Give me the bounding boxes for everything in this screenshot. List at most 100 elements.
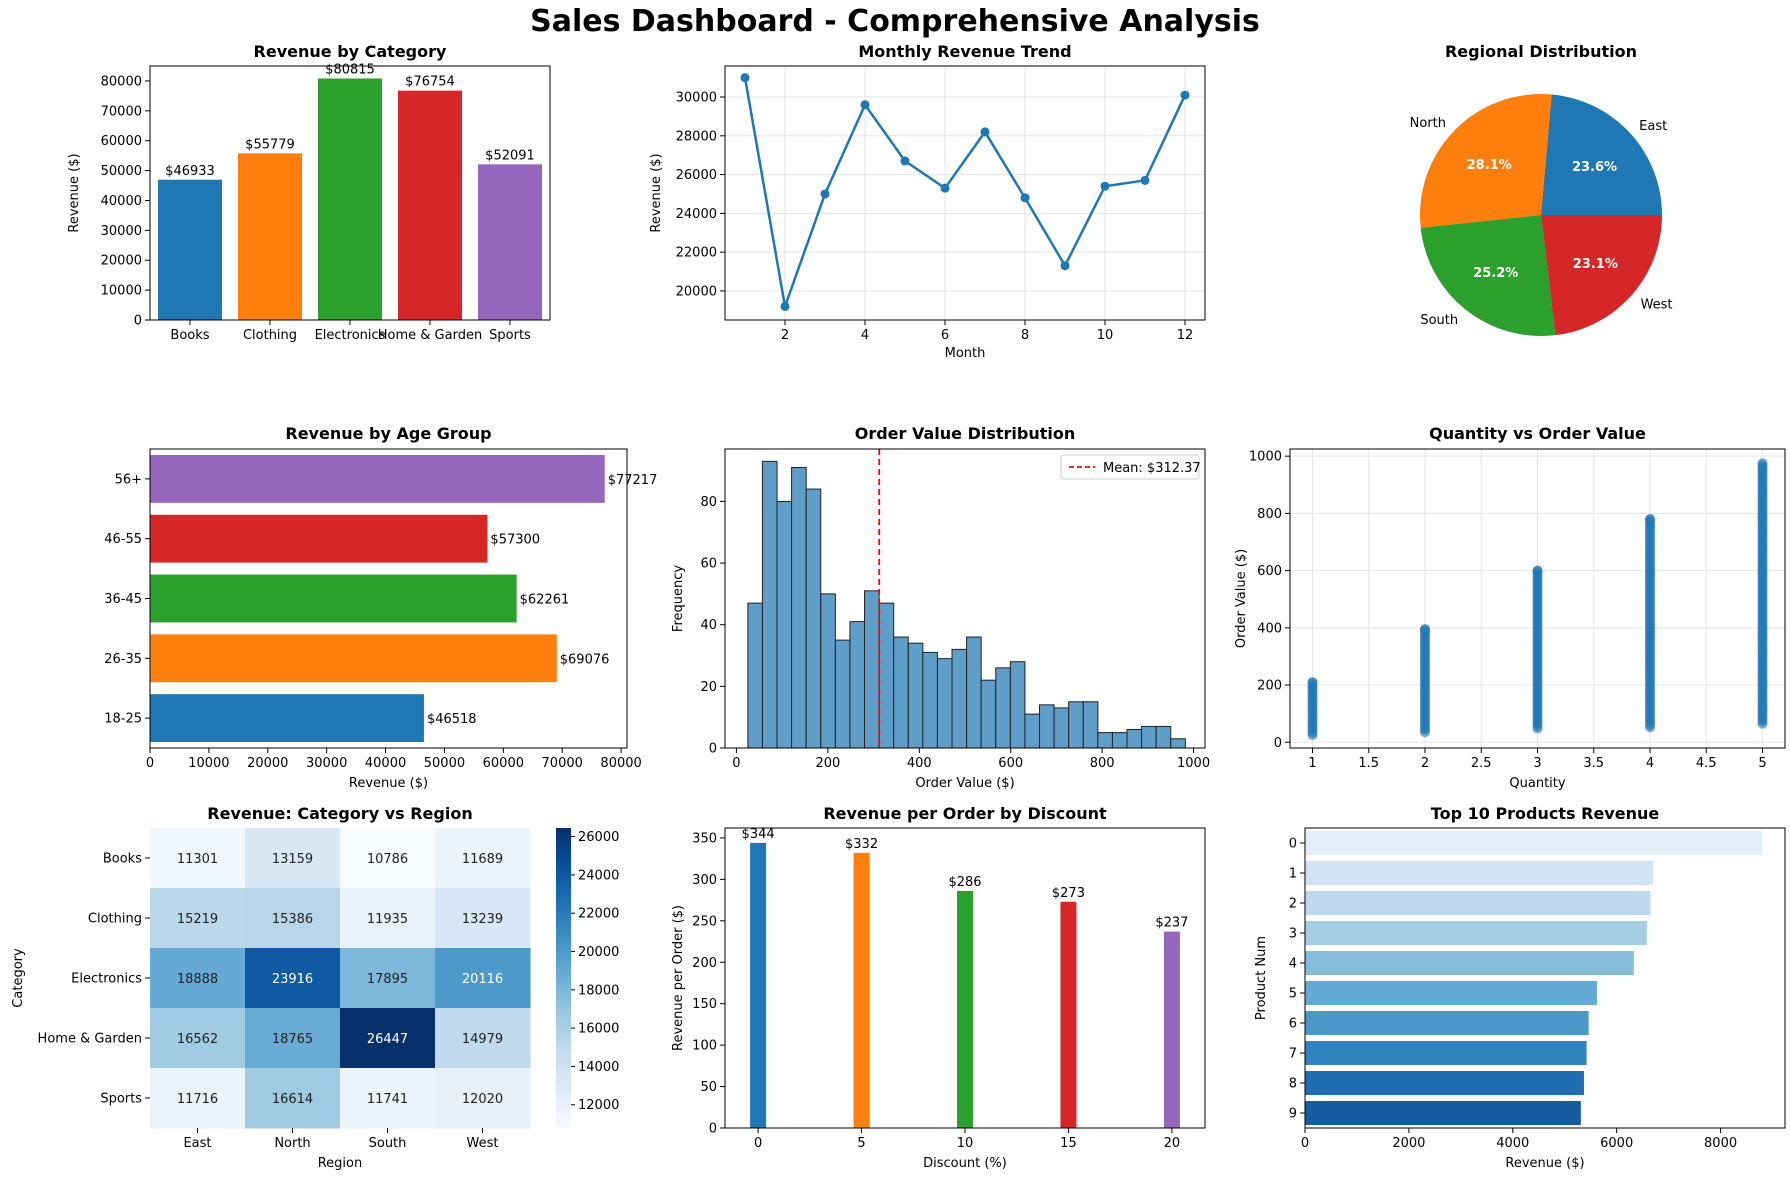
chart-title: Revenue by Category xyxy=(254,42,447,61)
x-axis-label: Month xyxy=(945,346,986,361)
x-tick-label: 600 xyxy=(998,756,1023,771)
histogram-bin xyxy=(951,648,968,749)
x-tick-label: North xyxy=(274,1136,310,1151)
bar xyxy=(150,694,424,743)
pie-percent-label: 28.1% xyxy=(1467,158,1512,173)
y-tick-label: 40000 xyxy=(101,194,142,209)
histogram-bin xyxy=(1024,713,1041,749)
heatmap-cell xyxy=(150,1068,246,1129)
y-tick-label: 50 xyxy=(700,1080,717,1095)
scatter-point xyxy=(1757,458,1768,469)
bar xyxy=(150,514,488,563)
heatmap-cell xyxy=(435,888,531,949)
legend-box xyxy=(1060,454,1200,480)
bar-value-label: $237 xyxy=(1155,916,1188,931)
x-tick-label: 0 xyxy=(1301,1136,1309,1151)
plot-frame xyxy=(724,448,1206,749)
y-axis-label: Revenue ($) xyxy=(67,153,82,232)
x-tick-label: 2.5 xyxy=(1471,756,1492,771)
x-tick-label: 4 xyxy=(1646,756,1654,771)
bar xyxy=(478,164,542,320)
x-tick-label: 2000 xyxy=(1392,1136,1425,1151)
pie-slice xyxy=(1420,94,1552,228)
heatmap-value: 11935 xyxy=(367,912,408,927)
bar xyxy=(1305,951,1634,975)
chart-title: Monthly Revenue Trend xyxy=(858,42,1071,61)
heatmap-value: 11741 xyxy=(367,1092,408,1107)
y-tick-label: 80000 xyxy=(101,74,142,89)
chart-title: Top 10 Products Revenue xyxy=(1431,804,1660,823)
trend-line xyxy=(743,77,1187,312)
bar xyxy=(1305,861,1654,885)
monthly-revenue-trend-chart: Monthly Revenue Trend 2 4 6 8 10 12 Month 20000 2… xyxy=(649,42,1206,361)
histogram-bin xyxy=(761,460,778,749)
bar xyxy=(150,634,557,683)
x-tick-label: 6000 xyxy=(1600,1136,1633,1151)
bar xyxy=(398,90,462,320)
data-point xyxy=(980,127,990,137)
heatmap-value: 15219 xyxy=(177,912,218,927)
bar xyxy=(853,852,870,1128)
y-tick-label: 2 xyxy=(1289,897,1297,912)
plot-frame xyxy=(724,827,1206,1129)
y-axis-label: Product Num xyxy=(1254,936,1269,1020)
chart-title: Revenue per Order by Discount xyxy=(823,804,1107,823)
x-tick-label: Clothing xyxy=(243,328,297,343)
bar xyxy=(150,574,517,623)
y-tick-label: 20 xyxy=(700,680,717,695)
x-tick-label: 6 xyxy=(941,328,949,343)
x-tick-label: 3 xyxy=(1533,756,1541,771)
colorbar xyxy=(556,828,571,1128)
dashboard-title: Sales Dashboard - Comprehensive Analysis xyxy=(530,4,1260,39)
colorbar-tick-label: 22000 xyxy=(578,907,619,922)
pie-category-label: West xyxy=(1641,297,1673,312)
histogram-bin xyxy=(1053,707,1070,749)
y-tick-label: 36-45 xyxy=(104,592,142,607)
colorbar-tick-label: 12000 xyxy=(578,1098,619,1113)
y-tick-label: Home & Garden xyxy=(38,1032,142,1047)
y-axis-label: Frequency xyxy=(671,565,686,632)
histogram-bin xyxy=(1141,725,1157,749)
heatmap-value: 11689 xyxy=(462,852,503,867)
heatmap-value: 13159 xyxy=(272,852,313,867)
plot-frame xyxy=(724,65,1206,321)
data-point xyxy=(860,100,870,110)
y-tick-label: 60 xyxy=(700,557,717,572)
bar-value-label: $46933 xyxy=(165,164,215,179)
x-tick-label: 1.5 xyxy=(1358,756,1379,771)
y-tick-label: 9 xyxy=(1289,1107,1297,1122)
heatmap-value: 16614 xyxy=(272,1092,313,1107)
x-tick-label: 2 xyxy=(1421,756,1429,771)
y-tick-label: 100 xyxy=(692,1039,717,1054)
histogram-bin xyxy=(980,679,997,749)
heatmap-value: 20116 xyxy=(462,972,503,987)
bar-value-label: $62261 xyxy=(520,593,570,608)
x-tick-label: Electronics xyxy=(315,328,386,343)
heatmap-cell xyxy=(435,948,531,1009)
y-tick-label: 0 xyxy=(709,1122,717,1137)
heatmap-value: 23916 xyxy=(272,972,313,987)
heatmap-value: 16562 xyxy=(177,1032,218,1047)
bar xyxy=(957,890,973,1128)
heatmap-value: 13239 xyxy=(462,912,503,927)
x-axis-label: Order Value ($) xyxy=(915,776,1014,791)
pie-category-label: North xyxy=(1410,116,1446,131)
heatmap-cell xyxy=(340,1068,436,1129)
histogram-bin xyxy=(1009,661,1026,749)
x-axis-label: Revenue ($) xyxy=(349,776,428,791)
bar xyxy=(158,179,222,320)
colorbar-tick-label: 26000 xyxy=(578,830,619,845)
y-tick-label: 26-35 xyxy=(104,652,142,667)
y-tick-label: 400 xyxy=(1257,621,1282,636)
x-tick-label: 10 xyxy=(957,1136,974,1151)
heatmap-cell xyxy=(340,1008,436,1069)
heatmap-cell xyxy=(150,828,246,889)
bar xyxy=(318,78,382,320)
x-tick-label: 4.5 xyxy=(1696,756,1717,771)
y-tick-label: 1000 xyxy=(1249,450,1282,465)
heatmap-cell xyxy=(340,828,436,889)
heatmap-cell xyxy=(245,948,341,1009)
bar xyxy=(1305,1041,1587,1065)
data-point xyxy=(1140,175,1150,185)
y-tick-label: 250 xyxy=(692,914,717,929)
